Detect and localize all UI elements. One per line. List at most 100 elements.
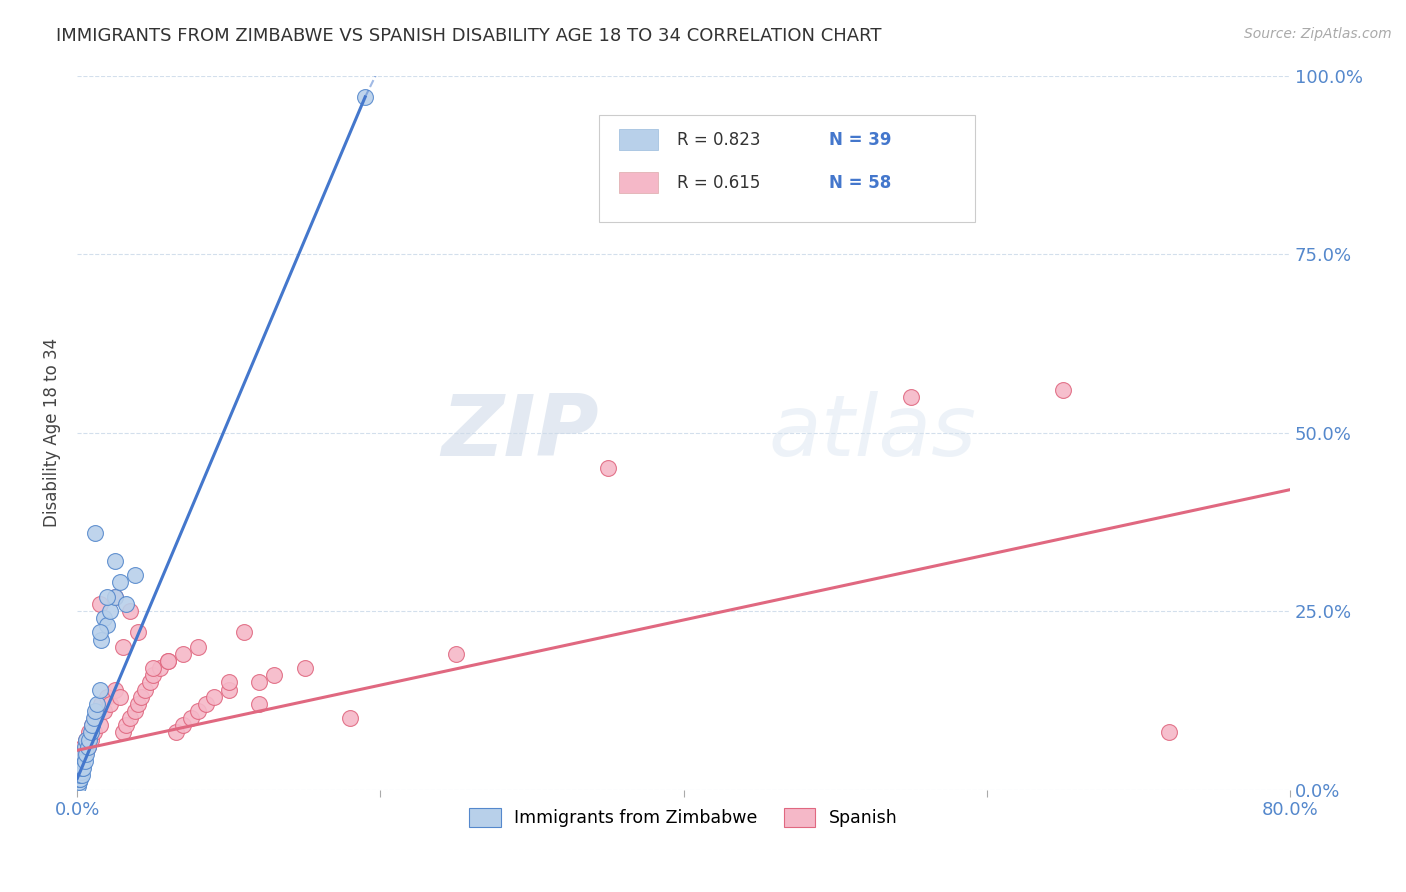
Point xyxy=(294,661,316,675)
Point xyxy=(72,739,94,754)
Point xyxy=(76,739,98,754)
Point xyxy=(84,711,107,725)
Point xyxy=(72,761,94,775)
Point xyxy=(104,554,127,568)
Point xyxy=(108,690,131,704)
Point xyxy=(70,754,93,768)
Point xyxy=(93,704,115,718)
Point xyxy=(202,690,225,704)
Point xyxy=(139,675,162,690)
Point xyxy=(82,718,104,732)
Point xyxy=(80,725,103,739)
Point xyxy=(89,718,111,732)
Point xyxy=(129,690,152,704)
Point xyxy=(120,711,142,725)
Point xyxy=(67,775,90,789)
Point xyxy=(86,697,108,711)
Point xyxy=(900,390,922,404)
Point xyxy=(67,772,90,786)
FancyBboxPatch shape xyxy=(619,172,658,194)
FancyBboxPatch shape xyxy=(619,129,658,151)
Point xyxy=(157,654,180,668)
Point xyxy=(111,640,134,654)
Point xyxy=(187,704,209,718)
Point xyxy=(75,732,97,747)
Point xyxy=(96,618,118,632)
Point xyxy=(73,739,96,754)
Point xyxy=(127,625,149,640)
Point xyxy=(180,711,202,725)
Point xyxy=(127,697,149,711)
Point xyxy=(165,725,187,739)
Point xyxy=(247,697,270,711)
Point xyxy=(100,697,122,711)
Point xyxy=(108,575,131,590)
Point xyxy=(90,697,112,711)
Point xyxy=(218,682,240,697)
Y-axis label: Disability Age 18 to 34: Disability Age 18 to 34 xyxy=(44,338,60,527)
Point xyxy=(120,604,142,618)
Point xyxy=(89,682,111,697)
Point xyxy=(104,682,127,697)
Point xyxy=(96,590,118,604)
Point xyxy=(111,725,134,739)
Point xyxy=(114,597,136,611)
Text: N = 58: N = 58 xyxy=(830,174,891,192)
Text: IMMIGRANTS FROM ZIMBABWE VS SPANISH DISABILITY AGE 18 TO 34 CORRELATION CHART: IMMIGRANTS FROM ZIMBABWE VS SPANISH DISA… xyxy=(56,27,882,45)
Point xyxy=(124,568,146,582)
Point xyxy=(66,779,89,793)
Point xyxy=(1052,383,1074,397)
Point xyxy=(134,682,156,697)
Point xyxy=(76,739,98,754)
Point xyxy=(100,604,122,618)
Point xyxy=(444,647,467,661)
Point xyxy=(124,704,146,718)
Point xyxy=(104,590,127,604)
Text: N = 39: N = 39 xyxy=(830,131,891,149)
Point xyxy=(1157,725,1180,739)
Point xyxy=(172,647,194,661)
Point xyxy=(247,675,270,690)
Legend: Immigrants from Zimbabwe, Spanish: Immigrants from Zimbabwe, Spanish xyxy=(463,801,904,834)
Point xyxy=(89,625,111,640)
Point xyxy=(77,732,100,747)
Point xyxy=(75,747,97,761)
Point xyxy=(172,718,194,732)
Point xyxy=(596,461,619,475)
Point xyxy=(93,611,115,625)
Point xyxy=(187,640,209,654)
Point xyxy=(67,764,90,779)
Point xyxy=(218,675,240,690)
Text: Source: ZipAtlas.com: Source: ZipAtlas.com xyxy=(1244,27,1392,41)
Point xyxy=(149,661,172,675)
Point xyxy=(89,597,111,611)
Point xyxy=(90,632,112,647)
Point xyxy=(69,747,91,761)
FancyBboxPatch shape xyxy=(599,115,974,222)
Point xyxy=(72,747,94,761)
Text: ZIP: ZIP xyxy=(441,391,599,474)
Point xyxy=(86,704,108,718)
Text: atlas: atlas xyxy=(769,391,976,474)
Point xyxy=(70,768,93,782)
Point xyxy=(73,747,96,761)
Point xyxy=(82,718,104,732)
Point xyxy=(70,761,93,775)
Point xyxy=(114,718,136,732)
Point xyxy=(339,711,361,725)
Point xyxy=(354,90,377,104)
Point xyxy=(67,768,90,782)
Point xyxy=(157,654,180,668)
Text: R = 0.823: R = 0.823 xyxy=(678,131,761,149)
Point xyxy=(263,668,285,682)
Point xyxy=(73,754,96,768)
Point xyxy=(194,697,217,711)
Text: R = 0.615: R = 0.615 xyxy=(678,174,761,192)
Point xyxy=(142,668,165,682)
Point xyxy=(232,625,254,640)
Point xyxy=(83,711,105,725)
Point xyxy=(70,754,93,768)
Point xyxy=(83,725,105,739)
Point xyxy=(69,761,91,775)
Point xyxy=(69,768,91,782)
